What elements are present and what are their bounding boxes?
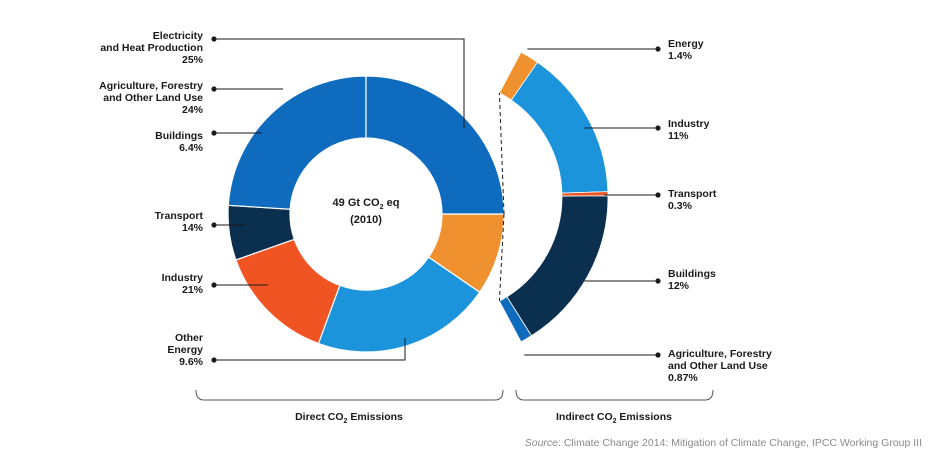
indirect-label-value: 12% <box>668 280 690 292</box>
bracket-direct <box>195 389 504 401</box>
direct-label-name: Other <box>175 332 203 344</box>
donut-slice-agriculture-forestry-and-other-land-use <box>227 75 367 210</box>
indirect-label-value: 11% <box>668 130 689 142</box>
indirect-label-name: Industry <box>668 118 710 130</box>
leader-agriculture-dot <box>211 86 217 92</box>
indirect-slice-buildings <box>506 195 609 337</box>
direct-label-name: Transport <box>155 210 204 222</box>
direct-label-value: 6.4% <box>179 142 204 154</box>
leader-industry-dot <box>211 282 217 288</box>
source-text: : Climate Change 2014: Mitigation of Cli… <box>558 437 922 449</box>
bracket-indirect <box>515 389 714 401</box>
indirect-label-name: Agriculture, Forestry <box>668 348 772 360</box>
donut-slice-electricity-and-heat-production <box>365 75 505 215</box>
direct-label-name: Energy <box>167 344 203 356</box>
leader-indirect-dot <box>655 46 661 52</box>
direct-label-value: 25% <box>182 54 204 66</box>
leader-indirect-dot <box>655 352 661 358</box>
direct-label-value: 24% <box>182 104 204 116</box>
source-note: Source: Climate Change 2014: Mitigation … <box>525 437 922 449</box>
source-prefix: Source <box>524 437 559 449</box>
leader-other-energy-dot <box>211 357 217 363</box>
direct-label-name: and Other Land Use <box>103 92 203 104</box>
indirect-emissions-label: Indirect CO2 Emissions <box>556 411 672 425</box>
indirect-label-value: 1.4% <box>668 50 693 62</box>
connector-bottom <box>498 213 505 302</box>
leader-indirect-dot <box>655 192 661 198</box>
direct-label-name: Buildings <box>155 130 203 142</box>
donut-slice-industry <box>317 256 481 353</box>
leader-indirect-dot <box>655 278 661 284</box>
direct-label-name: Agriculture, Forestry <box>99 80 203 92</box>
leader-other-energy <box>214 338 406 361</box>
direct-label-name: Industry <box>162 272 204 284</box>
direct-label-name: and Heat Production <box>100 42 203 54</box>
indirect-slice-agriculture-forestry-and-other-land-use <box>498 296 532 343</box>
indirect-label-value: 0.87% <box>668 372 698 384</box>
indirect-label-name: Transport <box>668 188 717 200</box>
direct-label-value: 9.6% <box>179 356 204 368</box>
connector-top <box>498 92 505 215</box>
indirect-label-name: Energy <box>668 38 704 50</box>
leader-buildings-dot <box>211 130 217 136</box>
direct-label-name: Electricity <box>153 30 203 42</box>
center-label-amount: 49 Gt CO2 eq <box>333 197 400 211</box>
leader-electricity-dot <box>211 36 217 42</box>
indirect-label-name: and Other Land Use <box>668 360 768 372</box>
indirect-label-name: Buildings <box>668 268 716 280</box>
direct-emissions-label: Direct CO2 Emissions <box>295 411 403 425</box>
leader-electricity <box>214 38 465 128</box>
indirect-label-value: 0.3% <box>668 200 693 212</box>
leader-transport-dot <box>211 222 217 228</box>
direct-label-value: 21% <box>182 284 204 296</box>
leader-indirect-dot <box>655 125 661 131</box>
center-label-year: (2010) <box>350 214 382 226</box>
direct-label-value: 14% <box>182 222 204 234</box>
